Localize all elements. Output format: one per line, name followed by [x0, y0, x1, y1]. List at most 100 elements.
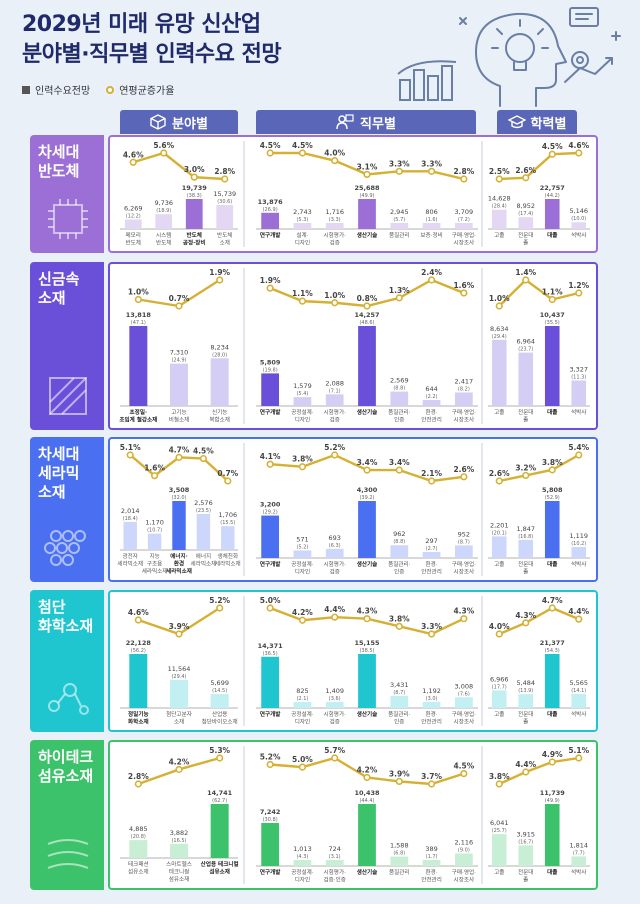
job-rate-point [363, 615, 371, 623]
worker-icon [336, 114, 354, 130]
job-share-label: (26.9) [263, 207, 278, 213]
field-category-label: 구조용 [147, 561, 162, 568]
row-title-line: 차세대 [38, 445, 80, 463]
edu-bar [491, 690, 507, 708]
ceramic-cell [62, 530, 74, 542]
field-rate-point [175, 302, 183, 310]
field-bar [216, 205, 234, 229]
edu-value-label: 1,814 [569, 841, 588, 849]
job-bar [454, 392, 473, 406]
job-share-label: (7.6) [458, 691, 470, 697]
job-share-label: (8.8) [393, 386, 405, 392]
job-rate-point [427, 780, 436, 788]
job-bar [390, 856, 409, 866]
field-rate-label: 1.0% [128, 288, 149, 297]
ceramic-cell [44, 542, 56, 554]
job-rate-label: 5.2% [260, 753, 281, 762]
field-category-label: 반도체 [217, 231, 232, 239]
edu-share-label: (54.3) [545, 648, 560, 654]
field-category-label: 반도체 [126, 239, 141, 247]
field-rate-point [134, 616, 142, 624]
field-rate-label: 1.9% [209, 268, 230, 277]
edu-bar [544, 501, 560, 558]
job-rate-label: 4.4% [324, 605, 345, 614]
field-category-label: 초정밀· [130, 408, 148, 416]
field-category-label: 세라믹소재 [166, 567, 192, 575]
field-rate-label: 5.6% [153, 141, 174, 150]
job-rate-point [395, 466, 403, 474]
job-bar [454, 853, 473, 866]
job-category-label: 생산기술 [357, 560, 378, 568]
edu-rate-point [522, 471, 530, 480]
job-rate-point [395, 622, 403, 630]
edu-rate-line [498, 756, 579, 786]
job-value-label: 825 [296, 687, 308, 695]
job-bar [261, 656, 280, 708]
metal-lines [49, 377, 87, 415]
edu-category-label: 대졸 [547, 231, 557, 239]
job-share-label: (2.7) [426, 546, 438, 552]
field-bar [147, 533, 162, 550]
job-value-label: 13,876 [258, 198, 284, 206]
molecule-bond [57, 693, 82, 707]
job-share-label: (2.2) [426, 394, 438, 400]
chip-body [53, 204, 83, 234]
edu-rate-label: 3.2% [515, 463, 536, 472]
field-category-label: 산업용 [212, 710, 227, 718]
field-bar [129, 326, 148, 406]
field-value-label: 22,128 [126, 639, 152, 647]
edu-rate-point [522, 619, 530, 627]
job-share-label: (5.4) [296, 391, 308, 397]
field-rate-point [221, 175, 229, 183]
page-title-line2: 분야별·직무별 인력수요 전망 [22, 42, 282, 67]
job-value-label: 2,088 [325, 379, 344, 387]
job-bar [454, 697, 473, 708]
cube-icon [150, 114, 166, 130]
field-category-label: 반도체 [156, 239, 171, 247]
edu-rate-point [495, 302, 503, 310]
edu-rate-point [575, 615, 583, 623]
edu-category-label: 졸 [523, 719, 528, 726]
job-share-label: (3.0) [426, 696, 438, 702]
job-bar [422, 400, 441, 406]
job-bar [390, 695, 409, 708]
ceramic-cell [56, 542, 68, 554]
header-field: 분야별 [120, 110, 238, 134]
legend-line-label: 연평균증가율 [119, 86, 175, 97]
job-bar [293, 397, 312, 406]
field-rate-point [175, 630, 183, 638]
job-category-label: 디자인 [295, 718, 310, 726]
job-category-label: 디자인 [295, 239, 310, 247]
job-bar [261, 212, 280, 229]
row-panel-4 [108, 740, 598, 890]
job-rate-point [331, 157, 339, 165]
fiber-lines [47, 839, 89, 869]
edu-share-label: (10.2) [571, 541, 586, 547]
legend-bar-swatch [22, 85, 30, 94]
edu-category-label: 전문대 [518, 560, 533, 568]
idea-head-icon [459, 7, 621, 107]
field-category-label: 세라믹소재 [215, 560, 241, 568]
job-category-label: 안전관리 [421, 718, 442, 726]
edu-rate-point [522, 276, 530, 284]
row-panel-0 [108, 135, 598, 253]
job-bar [325, 548, 344, 558]
legend: 인력수요전망 연평균증가율 [22, 82, 174, 97]
job-category-label: 구매·영업· [452, 560, 476, 568]
edu-bar [571, 222, 587, 229]
job-value-label: 1,588 [390, 842, 409, 850]
job-share-label: (30.8) [263, 817, 278, 823]
edu-rate-label: 4.5% [542, 142, 563, 151]
edu-value-label: 1,847 [516, 525, 535, 533]
job-rate-label: 5.2% [324, 443, 345, 452]
job-bar [358, 326, 376, 406]
field-rate-line [132, 151, 225, 181]
job-rate-label: 3.8% [292, 455, 313, 464]
edu-share-label: (52.9) [545, 495, 560, 501]
job-value-label: 806 [425, 208, 437, 216]
job-bar [358, 199, 376, 229]
field-category-label: 에너지· [170, 552, 188, 560]
field-category-label: 메모리 [126, 231, 141, 239]
row-title-line: 소재 [38, 289, 66, 307]
job-share-label: (3.1) [329, 854, 341, 860]
